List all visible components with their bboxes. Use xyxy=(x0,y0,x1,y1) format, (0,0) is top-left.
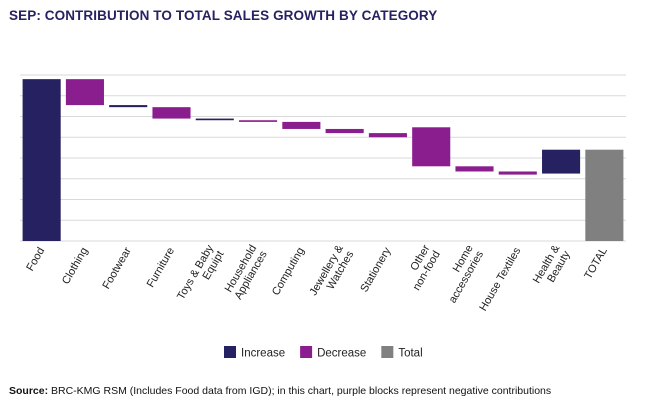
x-tick-label-5: HouseholdAppliances xyxy=(222,243,270,302)
bar-food xyxy=(22,79,61,242)
legend: Increase Decrease Total xyxy=(224,346,423,360)
bar-home-accessories xyxy=(455,166,494,172)
x-tick-label-6: Computing xyxy=(270,246,307,298)
legend-label-increase: Increase xyxy=(241,348,285,360)
legend-label-decrease: Decrease xyxy=(317,348,366,360)
x-tick-label-0: Food xyxy=(24,246,47,274)
legend-label-total: Total xyxy=(398,348,422,360)
bar-jewellery-watches xyxy=(325,128,364,134)
x-tick-label-4: Toys & BabyEquipt xyxy=(175,243,227,308)
x-tick-label-8: Stationery xyxy=(358,245,393,294)
x-tick-label-12: Health &Beauty xyxy=(531,242,573,291)
chart-title: SEP: CONTRIBUTION TO TOTAL SALES GROWTH … xyxy=(9,8,438,23)
bar-clothing xyxy=(65,79,104,106)
bar-household-appliances xyxy=(239,120,278,122)
source-note: Source: BRC-KMG RSM (Includes Food data … xyxy=(9,385,551,397)
source-text: BRC-KMG RSM (Includes Food data from IGD… xyxy=(51,385,552,397)
bar-computing xyxy=(282,121,321,129)
bar-other-non-food xyxy=(412,127,451,167)
bar-health-beauty xyxy=(542,149,581,174)
x-tick-label-13: TOTAL xyxy=(582,246,610,282)
x-tick-label-3: Furniture xyxy=(145,246,177,290)
x-tick-label-7: Jewellery &Watches xyxy=(307,242,356,303)
bar-house-textiles xyxy=(498,171,537,175)
bars xyxy=(22,79,624,242)
x-tick-label-1: Clothing xyxy=(60,246,91,287)
gridlines xyxy=(20,74,626,242)
x-tick-label-2: Footwear xyxy=(100,245,133,291)
bar-furniture xyxy=(152,107,191,119)
bar-toys-baby-equipt xyxy=(195,118,234,121)
legend-swatch-total xyxy=(381,346,394,358)
legend-swatch-decrease xyxy=(300,346,313,358)
source-label: Source: xyxy=(9,385,49,397)
x-tick-label-9: Othernon-food xyxy=(400,243,443,293)
x-tick-label-10: Homeaccessories xyxy=(436,243,486,306)
bar-stationery xyxy=(368,133,407,138)
bar-total xyxy=(585,149,624,241)
bar-footwear xyxy=(109,105,148,108)
legend-swatch-increase xyxy=(224,346,236,358)
